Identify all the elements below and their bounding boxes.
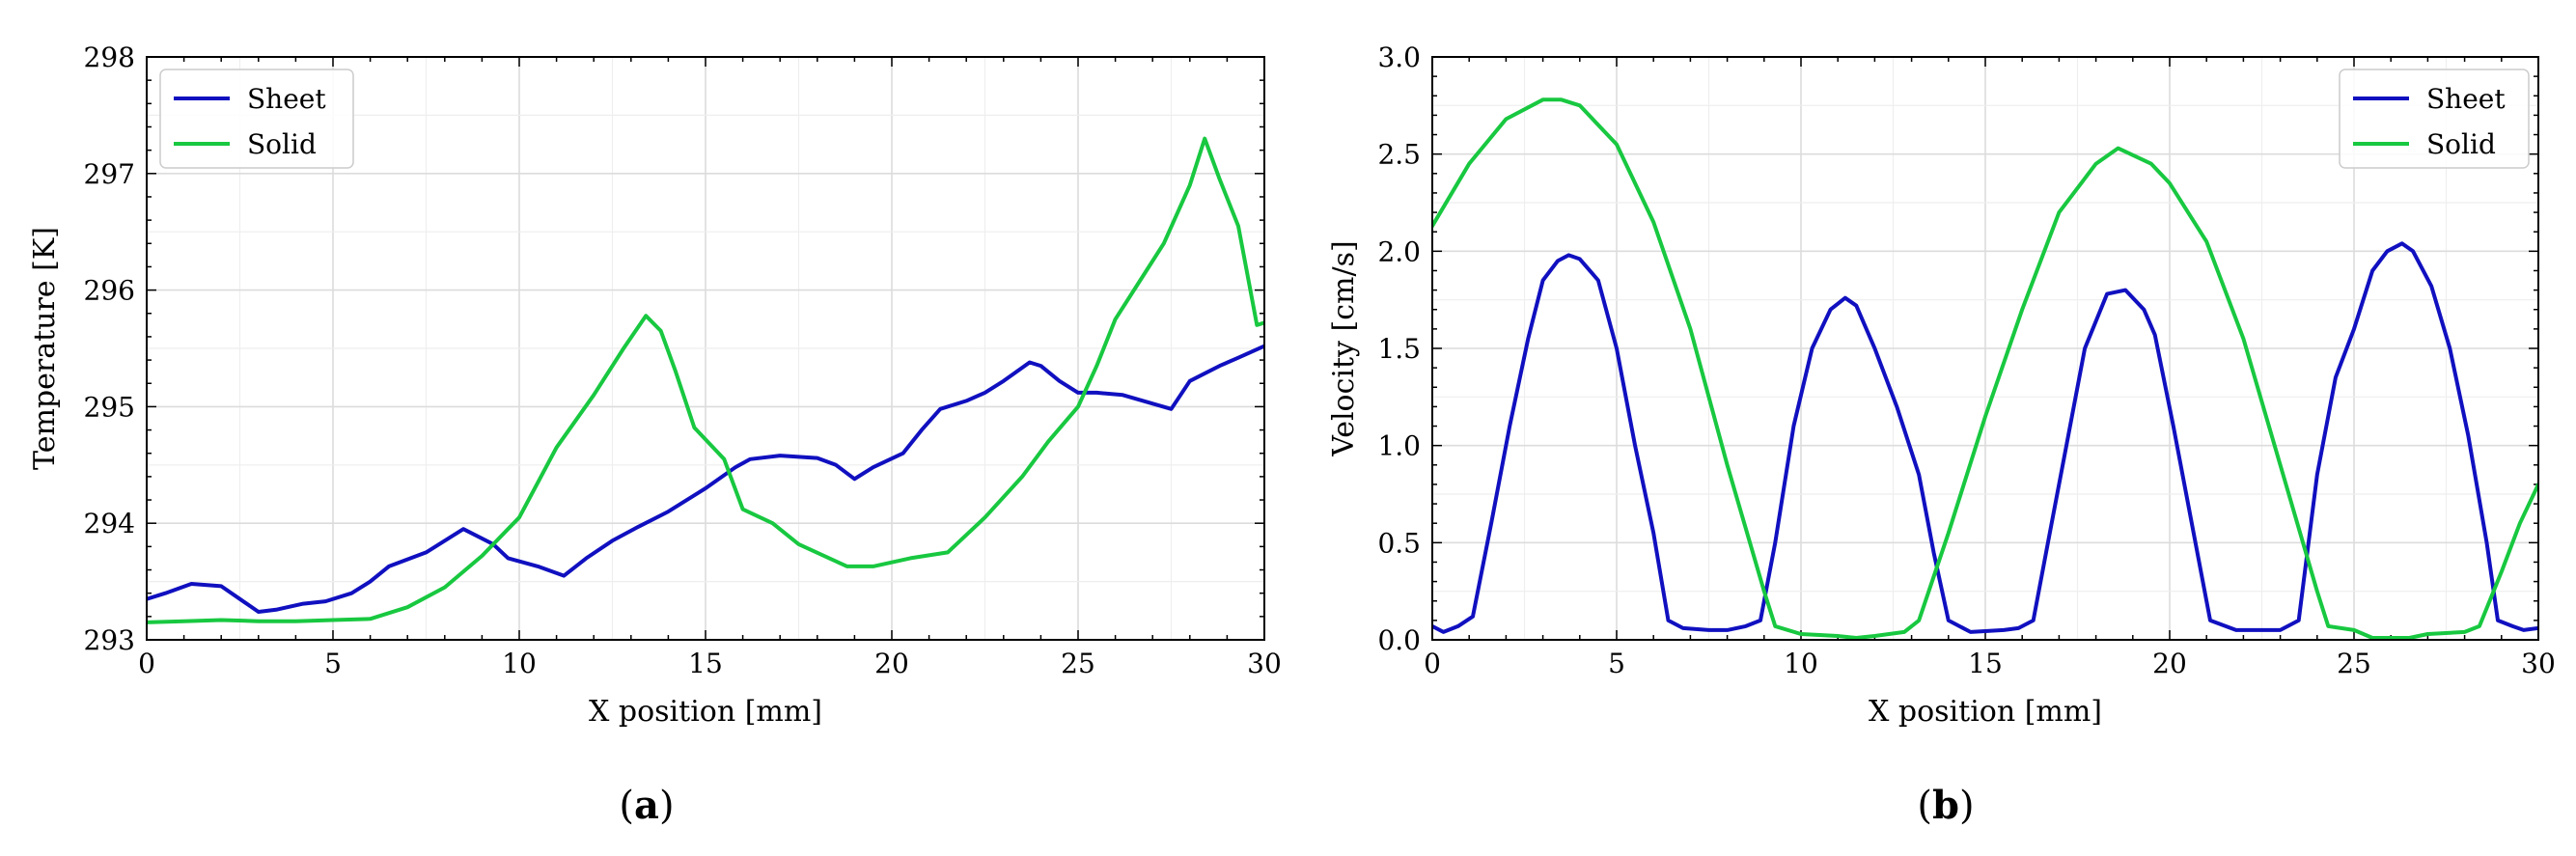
y-tick-label: 296 xyxy=(84,275,135,307)
caption-paren-close: ) xyxy=(1959,784,1975,828)
chart-panel-b: 0 5 10 15 20 25 30 0.0 0.5 1.0 1.5 2.0 2.5 3.0 X posit… xyxy=(1327,41,2556,828)
x-tick-label: 20 xyxy=(874,648,909,679)
x-tick-label: 10 xyxy=(1784,648,1818,679)
legend-label-solid: Solid xyxy=(247,128,317,160)
x-tick-label: 5 xyxy=(324,648,342,679)
series-line-solid xyxy=(1432,97,2538,640)
x-tick-label: 15 xyxy=(1968,648,2003,679)
y-tick-label: 1.5 xyxy=(1377,333,1421,365)
caption-paren-open: ( xyxy=(619,784,634,828)
y-tick-label: 2.5 xyxy=(1377,139,1421,171)
y-tick-label: 1.0 xyxy=(1377,430,1421,462)
y-tick-label: 3.0 xyxy=(1377,41,1421,73)
x-tick-label: 5 xyxy=(1608,648,1625,679)
y-tick-label: 297 xyxy=(84,158,135,190)
x-tick-label: 25 xyxy=(1061,648,1095,679)
caption-letter: a xyxy=(634,783,659,828)
plot-frame xyxy=(1431,56,2539,641)
panel-caption: (a) xyxy=(619,783,674,828)
x-tick-label: 10 xyxy=(502,648,537,679)
y-axis-label: Velocity [cm/s] xyxy=(1327,240,1361,456)
legend: Sheet Solid xyxy=(159,69,354,169)
y-tick-label: 0.5 xyxy=(1377,527,1421,559)
y-tick-label: 2.0 xyxy=(1377,235,1421,267)
x-axis-label: X position [mm] xyxy=(589,695,822,729)
legend-label-solid: Solid xyxy=(2426,128,2496,160)
x-tick-label: 0 xyxy=(1424,648,1441,679)
x-tick-label: 20 xyxy=(2152,648,2187,679)
y-tick-label: 295 xyxy=(84,391,135,423)
panel-caption: (b) xyxy=(1917,783,1974,828)
y-tick-label: 293 xyxy=(84,624,135,656)
legend-label-sheet: Sheet xyxy=(247,83,326,115)
y-tick-label: 0.0 xyxy=(1377,624,1421,656)
x-tick-label: 30 xyxy=(1247,648,1282,679)
y-axis-label: Temperature [K] xyxy=(28,227,62,470)
x-axis-label: X position [mm] xyxy=(1869,695,2102,729)
series-group xyxy=(1432,97,2538,640)
legend: Sheet Solid xyxy=(2339,69,2530,169)
series-line-solid xyxy=(147,136,1264,624)
series-group xyxy=(147,136,1264,624)
series-line-sheet xyxy=(1432,241,2538,634)
series-line-sheet xyxy=(147,344,1264,614)
caption-paren-open: ( xyxy=(1917,784,1932,828)
legend-label-sheet: Sheet xyxy=(2426,83,2506,115)
x-tick-label: 0 xyxy=(138,648,155,679)
x-tick-label: 15 xyxy=(688,648,723,679)
x-tick-label: 25 xyxy=(2337,648,2371,679)
caption-letter: b xyxy=(1932,783,1959,828)
caption-paren-close: ) xyxy=(659,784,675,828)
y-tick-label: 294 xyxy=(84,508,135,539)
y-tick-label: 298 xyxy=(84,41,135,73)
x-tick-label: 30 xyxy=(2521,648,2556,679)
plot-frame xyxy=(146,56,1265,641)
chart-panel-a: 0 5 10 15 20 25 30 293 294 295 296 297 298 X position… xyxy=(28,41,1282,828)
